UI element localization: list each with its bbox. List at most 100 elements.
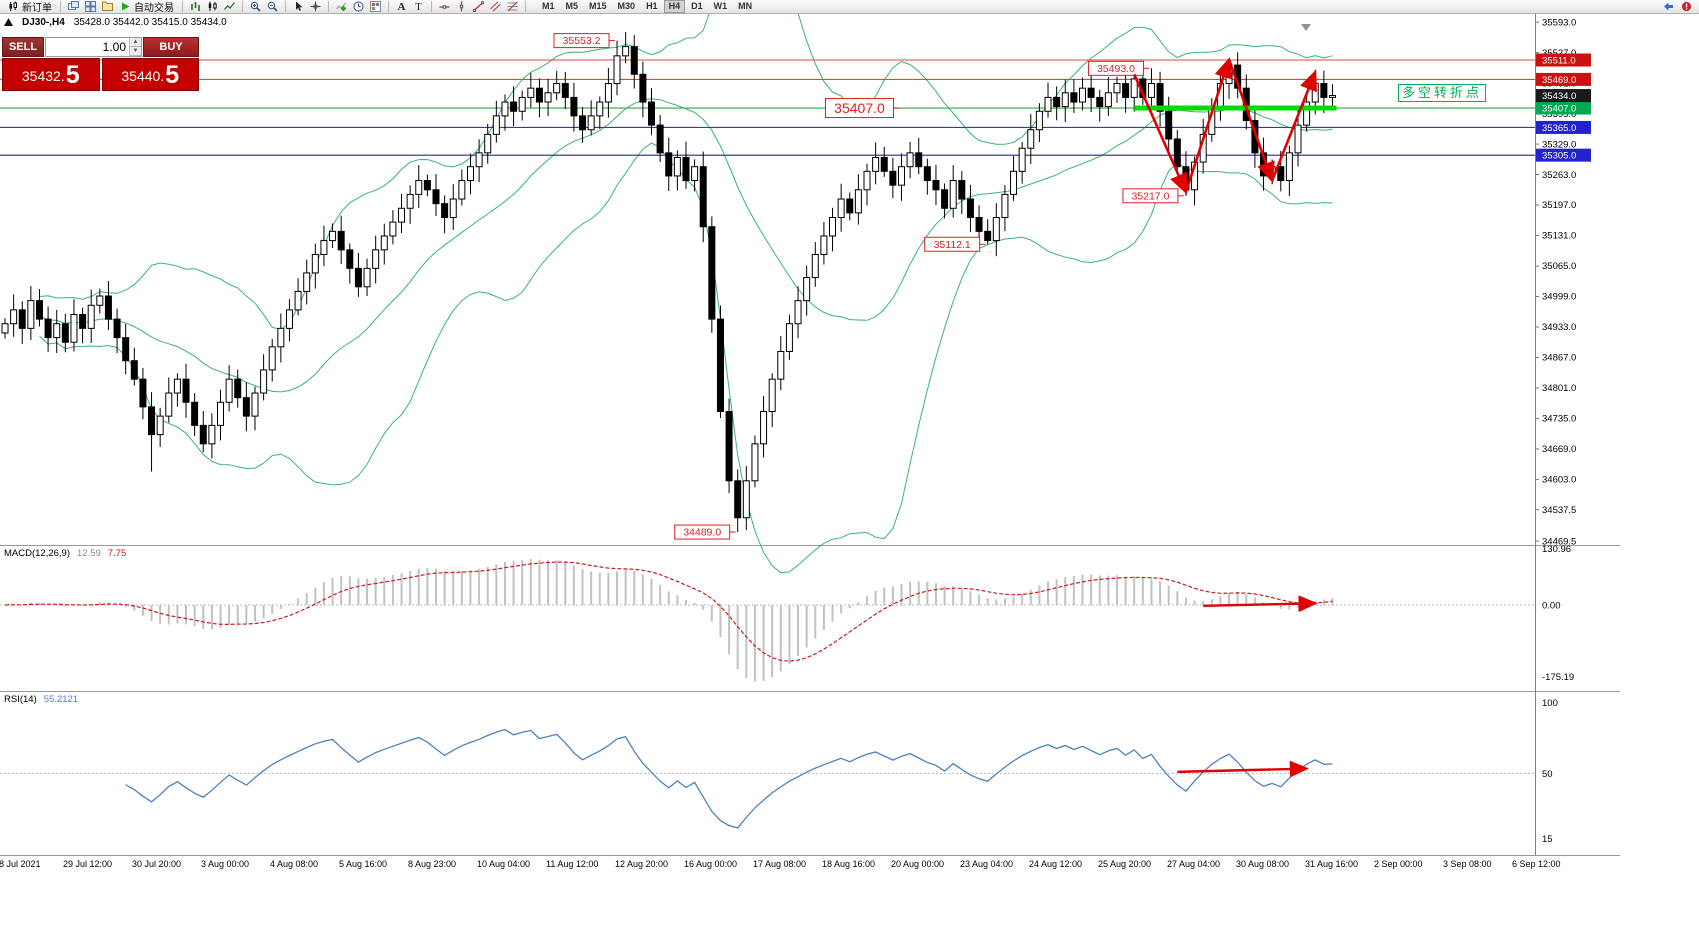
svg-text:3 Sep 08:00: 3 Sep 08:00 [1443, 859, 1492, 869]
one-click-trading-panel: SELL 1.00 ▲ ▼ BUY 35432. 5 35440. 5 [2, 37, 199, 91]
rsi-label: RSI(14) 55.2121 [4, 694, 78, 705]
svg-text:2 Sep 00:00: 2 Sep 00:00 [1374, 859, 1423, 869]
sell-price-main: 35432. [21, 68, 65, 84]
window-cascade-icon[interactable] [66, 0, 81, 13]
line-chart-icon[interactable] [222, 0, 237, 13]
vertical-line-icon[interactable] [454, 0, 469, 13]
buy-price-main: 35440. [121, 68, 165, 84]
svg-text:34735.0: 34735.0 [1542, 414, 1576, 425]
buy-price-big-digit: 5 [165, 61, 180, 89]
svg-text:35434.0: 35434.0 [1542, 91, 1576, 102]
trade-panel-controls: SELL 1.00 ▲ ▼ BUY [2, 37, 199, 57]
svg-text:130.96: 130.96 [1542, 544, 1571, 555]
tf-mn[interactable]: MN [733, 0, 757, 13]
tile-windows-icon[interactable] [83, 0, 98, 13]
svg-text:35329.0: 35329.0 [1542, 139, 1576, 150]
svg-text:4 Aug 08:00: 4 Aug 08:00 [270, 859, 318, 869]
svg-text:18 Aug 16:00: 18 Aug 16:00 [822, 859, 875, 869]
chart-canvas[interactable]: 35553.2 35493.0 35407.0 35217.0 35112.1 34489… [0, 14, 1699, 936]
svg-text:23 Aug 04:00: 23 Aug 04:00 [960, 859, 1013, 869]
svg-text:-175.19: -175.19 [1542, 672, 1574, 683]
svg-text:15: 15 [1542, 834, 1553, 845]
cursor-icon[interactable] [291, 0, 306, 13]
svg-text:34801.0: 34801.0 [1542, 383, 1576, 394]
bar-chart-icon[interactable] [188, 0, 203, 13]
add-indicator-icon[interactable] [334, 0, 349, 13]
chart-profile-icon[interactable] [100, 0, 115, 13]
timeframe-buttons: M1 M5 M15 M30 H1 H4 D1 W1 MN [537, 0, 757, 13]
volume-down-arrow[interactable]: ▼ [130, 47, 141, 56]
svg-text:35553.2: 35553.2 [563, 35, 601, 47]
new-order-button[interactable]: 新订单 [5, 0, 55, 14]
svg-text:27 Aug 04:00: 27 Aug 04:00 [1167, 859, 1220, 869]
svg-text:35407.0: 35407.0 [834, 100, 885, 116]
zoom-in-icon[interactable] [248, 0, 263, 13]
period-clock-icon[interactable] [351, 0, 366, 13]
trade-panel-prices: 35432. 5 35440. 5 [2, 58, 199, 91]
svg-text:34999.0: 34999.0 [1542, 292, 1576, 303]
text-tool-icon[interactable]: A [397, 0, 406, 13]
svg-text:35131.0: 35131.0 [1542, 231, 1576, 242]
svg-text:35112.1: 35112.1 [934, 239, 971, 251]
svg-text:28 Jul 2021: 28 Jul 2021 [0, 859, 41, 869]
templates-icon[interactable] [368, 0, 383, 13]
svg-text:8 Aug 23:00: 8 Aug 23:00 [408, 859, 456, 869]
svg-text:0.00: 0.00 [1542, 601, 1561, 612]
svg-text:35197.0: 35197.0 [1542, 200, 1576, 211]
svg-text:6 Sep 12:00: 6 Sep 12:00 [1512, 859, 1561, 869]
macd-label: MACD(12,26,9) 12.59 7.75 [4, 548, 126, 559]
volume-spinner[interactable]: ▲ ▼ [129, 38, 141, 56]
svg-text:34933.0: 34933.0 [1542, 322, 1576, 333]
sell-price[interactable]: 35432. 5 [2, 58, 100, 91]
toolbar-separator [182, 1, 183, 12]
scroll-left-icon[interactable] [1661, 0, 1676, 13]
svg-text:35365.0: 35365.0 [1542, 123, 1576, 134]
volume-input[interactable]: 1.00 [102, 40, 126, 54]
trendline-icon[interactable] [471, 0, 486, 13]
tf-h4[interactable]: H4 [663, 0, 686, 13]
buy-button[interactable]: BUY [143, 37, 199, 57]
tf-m5[interactable]: M5 [561, 0, 584, 13]
sell-button[interactable]: SELL [2, 37, 44, 57]
chart-symbol: DJ30-,H4 [22, 17, 65, 28]
svg-text:34669.0: 34669.0 [1542, 444, 1576, 455]
volume-up-arrow[interactable]: ▲ [130, 38, 141, 47]
svg-text:34537.5: 34537.5 [1542, 505, 1576, 516]
svg-text:31 Aug 16:00: 31 Aug 16:00 [1305, 859, 1358, 869]
svg-text:29 Jul 12:00: 29 Jul 12:00 [63, 859, 112, 869]
tf-w1[interactable]: W1 [709, 0, 733, 13]
toolbar-separator [328, 1, 329, 12]
svg-text:35407.0: 35407.0 [1542, 104, 1576, 115]
candlestick-chart-icon[interactable] [205, 0, 220, 13]
svg-text:35511.0: 35511.0 [1542, 56, 1576, 67]
autotrade-play-icon [122, 2, 130, 11]
tf-m1[interactable]: M1 [537, 0, 560, 13]
svg-text:16 Aug 00:00: 16 Aug 00:00 [684, 859, 737, 869]
tf-d1[interactable]: D1 [686, 0, 708, 13]
new-order-label: 新订单 [22, 3, 52, 14]
buy-price[interactable]: 35440. 5 [101, 58, 199, 91]
toolbar-separator [388, 1, 389, 12]
crosshair-icon[interactable] [308, 0, 323, 13]
toolbar-right-group [1661, 0, 1694, 13]
svg-text:34469.5: 34469.5 [1542, 536, 1576, 547]
tf-m30[interactable]: M30 [613, 0, 641, 13]
volume-control[interactable]: 1.00 ▲ ▼ [45, 37, 142, 57]
toolbar-separator [285, 1, 286, 12]
fibonacci-icon[interactable] [505, 0, 520, 13]
equidistant-channel-icon[interactable] [488, 0, 503, 13]
autotrading-button[interactable]: 自动交易 [117, 0, 177, 14]
label-tool-icon[interactable]: T [415, 0, 422, 13]
tf-h1[interactable]: H1 [641, 0, 663, 13]
horizontal-line-icon[interactable] [437, 0, 452, 13]
alert-icon[interactable] [1679, 0, 1694, 13]
zoom-out-icon[interactable] [265, 0, 280, 13]
tf-m15[interactable]: M15 [584, 0, 612, 13]
svg-text:35593.0: 35593.0 [1542, 17, 1576, 28]
svg-text:10 Aug 04:00: 10 Aug 04:00 [477, 859, 530, 869]
autotrading-label: 自动交易 [134, 3, 174, 14]
svg-text:35527.0: 35527.0 [1542, 48, 1576, 59]
turning-point-note: 多空转折点 [1398, 84, 1487, 102]
svg-text:34489.0: 34489.0 [683, 527, 721, 539]
svg-text:50: 50 [1542, 769, 1553, 780]
